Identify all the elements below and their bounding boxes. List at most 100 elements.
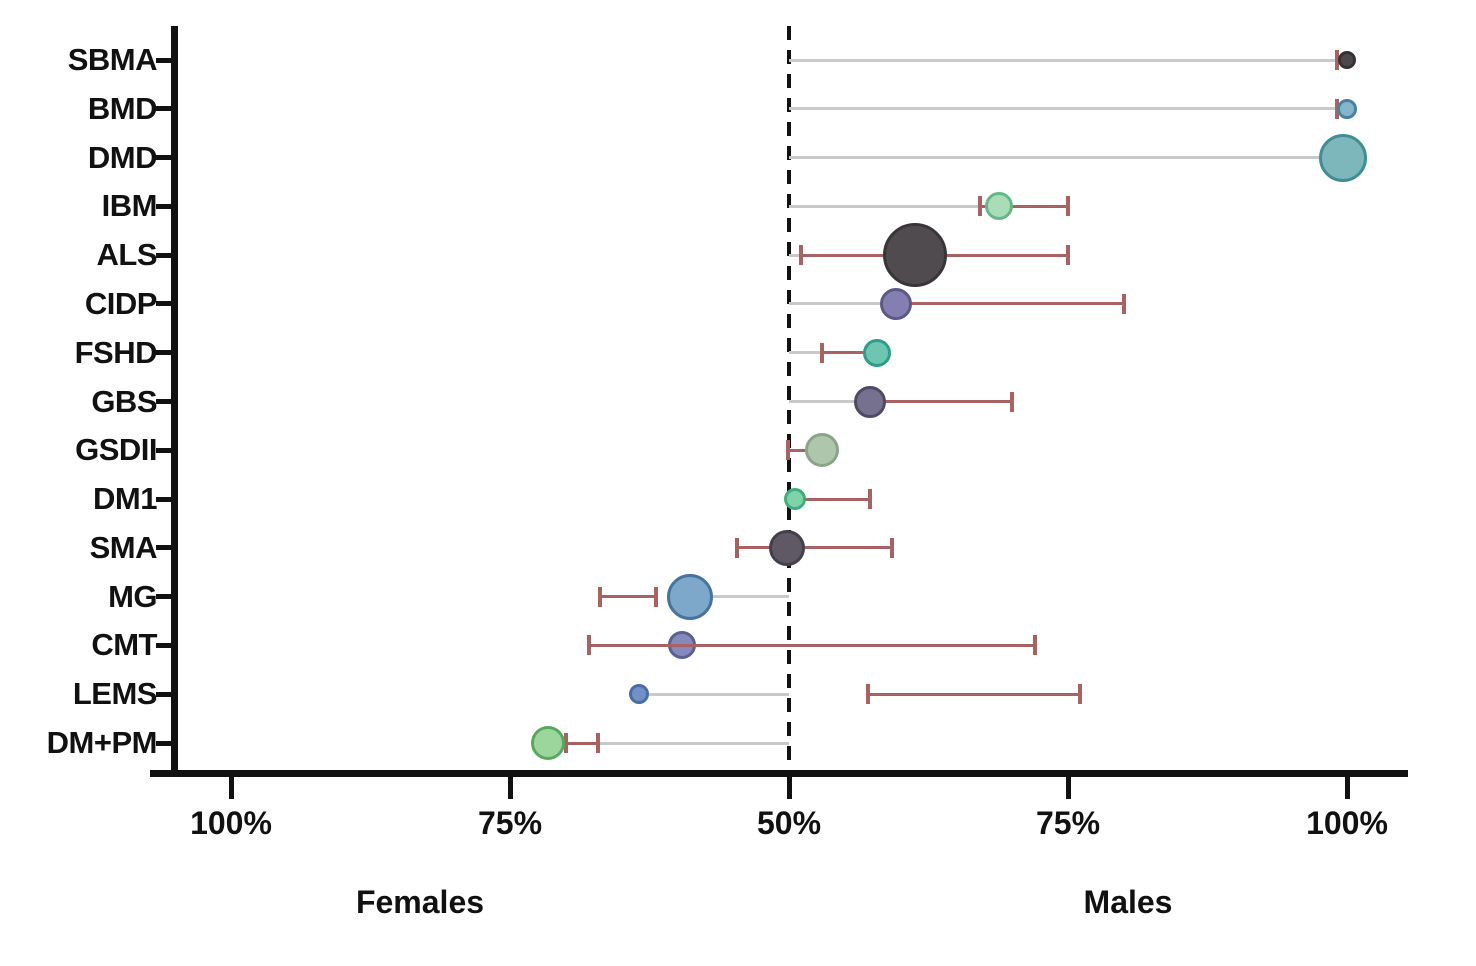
ci-whisker-line [979, 204, 1068, 208]
y-axis-tick [156, 447, 173, 453]
x-axis-tick-label: 100% [1306, 805, 1388, 841]
ci-whisker-cap-right [596, 733, 601, 754]
y-axis-tick [156, 252, 173, 258]
y-axis-tick [156, 642, 173, 648]
category-label-sbma: SBMA [67, 42, 158, 77]
ci-whisker-cap-left [587, 635, 592, 656]
category-label-lems: LEMS [72, 676, 158, 712]
ci-whisker-cap-left [820, 342, 825, 363]
ci-whisker-cap-left [799, 245, 804, 266]
x-axis-tick [228, 776, 234, 799]
y-axis-tick [156, 350, 173, 356]
category-label-gbs: GBS [91, 383, 157, 419]
category-label-sma: SMA [89, 529, 158, 565]
ci-whisker-line [565, 741, 599, 745]
data-bubble-gsdii [805, 433, 840, 468]
category-label-cidp: CIDP [84, 285, 158, 321]
ci-whisker-line [787, 448, 823, 452]
ci-whisker-cap-left [1334, 98, 1339, 119]
lollipop-stem [689, 595, 789, 599]
ci-whisker-cap-right [654, 586, 659, 607]
ci-whisker-cap-right [889, 537, 894, 558]
x-axis-tick-label: 75% [477, 805, 543, 841]
lollipop-stem [639, 692, 789, 696]
ci-whisker-line [794, 497, 871, 501]
data-bubble-mg [666, 573, 713, 620]
lollipop-stem [789, 302, 897, 306]
x-axis-tick [786, 776, 792, 799]
ci-whisker-cap-left [977, 196, 982, 217]
data-bubble-dmd [1318, 133, 1367, 182]
category-label-fshd: FSHD [74, 334, 158, 370]
data-bubble-bmd [1337, 98, 1357, 119]
y-axis-tick [156, 496, 173, 502]
lollipop-stem [547, 741, 789, 745]
ci-whisker-line [868, 692, 1081, 696]
category-label-als: ALS [96, 237, 158, 273]
lollipop-stem [789, 58, 1347, 62]
ci-whisker-cap-right [1010, 391, 1015, 412]
y-axis-tick [156, 57, 173, 63]
data-bubble-gbs [854, 385, 887, 418]
data-bubble-sbma [1338, 51, 1356, 69]
lollipop-stem [789, 204, 999, 208]
males-axis-group-label: Males [1083, 884, 1173, 920]
data-bubble-dmpm [530, 726, 565, 761]
data-bubble-fshd [863, 338, 892, 367]
category-label-dmpm: DM+PM [46, 725, 158, 761]
x-axis-tick-label: 100% [190, 805, 272, 841]
ci-whisker-cap-right [1032, 635, 1037, 656]
category-label-gsdii: GSDII [75, 432, 157, 468]
ci-whisker-cap-left [563, 733, 568, 754]
ci-whisker-line [600, 595, 657, 599]
reference-line-50pct [787, 26, 791, 770]
y-axis-tick [156, 545, 173, 551]
ci-whisker-cap-right [868, 489, 873, 510]
ci-whisker-line [896, 302, 1124, 306]
data-bubble-als [883, 223, 948, 288]
ci-whisker-line [736, 546, 892, 550]
ci-whisker-cap-right [1066, 245, 1070, 266]
y-axis-tick [156, 203, 173, 209]
ci-whisker-cap-right [1066, 196, 1070, 217]
y-axis-tick [156, 594, 173, 600]
ci-whisker-cap-left [734, 537, 739, 558]
y-axis-tick [156, 691, 173, 697]
x-axis-line [150, 770, 1408, 777]
data-bubble-sma [768, 529, 805, 566]
category-label-cmt: CMT [91, 627, 157, 663]
x-axis-tick-label: 50% [756, 805, 822, 841]
category-label-ibm: IBM [101, 188, 158, 224]
y-axis-line [171, 26, 178, 777]
lollipop-stem [789, 156, 1343, 160]
ci-whisker-line [589, 643, 1035, 647]
y-axis-tick [156, 740, 173, 746]
category-label-dm1: DM1 [93, 481, 157, 517]
category-label-bmd: BMD [87, 90, 158, 126]
y-axis-tick [156, 155, 173, 161]
x-axis-tick [507, 776, 513, 799]
ci-whisker-cap-left [598, 586, 603, 607]
females-axis-group-label: Females [355, 884, 485, 920]
category-label-dmd: DMD [87, 139, 158, 175]
ci-whisker-cap-right [1078, 684, 1083, 705]
x-axis-tick [1065, 776, 1071, 799]
y-axis-tick [156, 301, 173, 307]
ci-whisker-line [822, 351, 878, 355]
category-label-mg: MG [108, 578, 157, 614]
data-bubble-ibm [984, 192, 1013, 221]
ci-whisker-cap-left [785, 440, 790, 461]
lollipop-stem [789, 107, 1347, 111]
x-axis-tick [1344, 776, 1350, 799]
ci-whisker-cap-right [1121, 293, 1126, 314]
data-bubble-lems [629, 684, 650, 705]
data-bubble-dm1 [783, 488, 806, 511]
y-axis-tick [156, 399, 173, 405]
ci-whisker-line [870, 400, 1013, 404]
x-axis-tick-label: 75% [1035, 805, 1101, 841]
lollipop-stem [789, 400, 871, 404]
y-axis-tick [156, 106, 173, 112]
data-bubble-cidp [880, 287, 913, 320]
ci-whisker-cap-left [1334, 50, 1339, 70]
